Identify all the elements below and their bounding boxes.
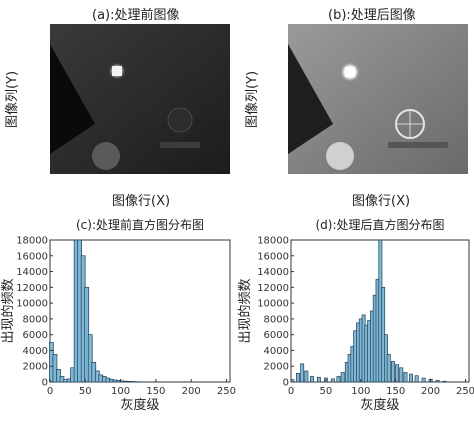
histogram-bar [59,376,65,383]
panel-a-ylabel: 图像列(Y) [5,70,21,129]
histogram-bar [87,334,93,383]
y-tick-label: 12000 [16,283,48,294]
x-tick-label: 200 [421,386,440,397]
panel-b-image [288,24,468,174]
x-tick-label: 50 [320,386,333,397]
histogram-bar [300,363,305,383]
panel-a-title: (a):处理前图像 [92,8,180,23]
histogram-title: (d):处理后直方图分布图 [315,217,444,232]
x-tick-label: 100 [111,386,130,397]
histogram-bar [435,380,440,383]
y-tick-label: 14000 [16,267,48,278]
y-axis-label: 出现的频数 [0,278,16,343]
panel-b-ylabel: 图像列(Y) [245,70,261,129]
histogram-bar [409,373,414,383]
thermal-image-after [288,24,468,174]
x-tick-label: 150 [386,386,405,397]
histogram-bar [309,376,314,383]
histogram-before: (c):处理前直方图分布图020004000600080001000012000… [0,217,236,413]
y-tick-label: 0 [283,378,289,389]
histogram-bar [296,372,300,383]
y-tick-label: 16000 [16,251,48,262]
panel-a-xlabel: 图像行(X) [112,194,171,209]
y-tick-label: 2000 [23,362,48,373]
y-tick-label: 6000 [264,330,289,341]
y-tick-label: 18000 [257,236,289,247]
x-tick-label: 100 [351,386,370,397]
thermal-image-before [50,24,230,174]
x-tick-label: 0 [47,386,53,397]
histogram-bar [52,354,58,383]
y-tick-label: 10000 [257,299,289,310]
histogram-bar [399,367,404,383]
x-tick-label: 250 [456,386,474,397]
histogram-bar [330,378,335,383]
y-tick-label: 12000 [257,283,289,294]
x-tick-label: 50 [79,386,92,397]
y-tick-label: 4000 [23,346,48,357]
histogram-title: (c):处理前直方图分布图 [76,217,204,232]
histogram-bar [56,369,61,383]
histogram-after: (d):处理后直方图分布图020004000600080001000012000… [237,217,474,413]
y-tick-label: 6000 [23,330,48,341]
histogram-bar [304,370,309,383]
histogram-bar [395,364,400,383]
y-tick-label: 0 [42,378,48,389]
histogram-bar [390,361,395,383]
x-tick-label: 200 [182,386,201,397]
x-tick-label: 150 [146,386,165,397]
histogram-bar [316,376,321,383]
histogram-bar [442,380,447,383]
y-tick-label: 8000 [264,314,289,325]
histogram-bar [340,372,345,383]
y-tick-label: 16000 [257,251,289,262]
histogram-bar [386,354,391,383]
histogram-bar [336,376,341,383]
x-tick-label: 0 [288,386,294,397]
y-tick-label: 18000 [16,236,48,247]
x-tick-label: 250 [217,386,236,397]
panel-b-title: (b):处理后图像 [328,8,416,23]
y-tick-label: 4000 [264,346,289,357]
x-axis-label: 灰度级 [360,397,399,413]
y-tick-label: 10000 [16,299,48,310]
histogram-bar [421,377,426,383]
y-axis-label: 出现的频数 [237,278,253,343]
histogram-bar [414,375,419,383]
panel-a-image [50,24,230,174]
panel-b-xlabel: 图像行(X) [352,194,411,209]
y-tick-label: 14000 [257,267,289,278]
y-tick-label: 2000 [264,362,289,373]
y-tick-label: 8000 [23,314,48,325]
histogram-bar [403,372,408,383]
x-axis-label: 灰度级 [120,397,159,413]
